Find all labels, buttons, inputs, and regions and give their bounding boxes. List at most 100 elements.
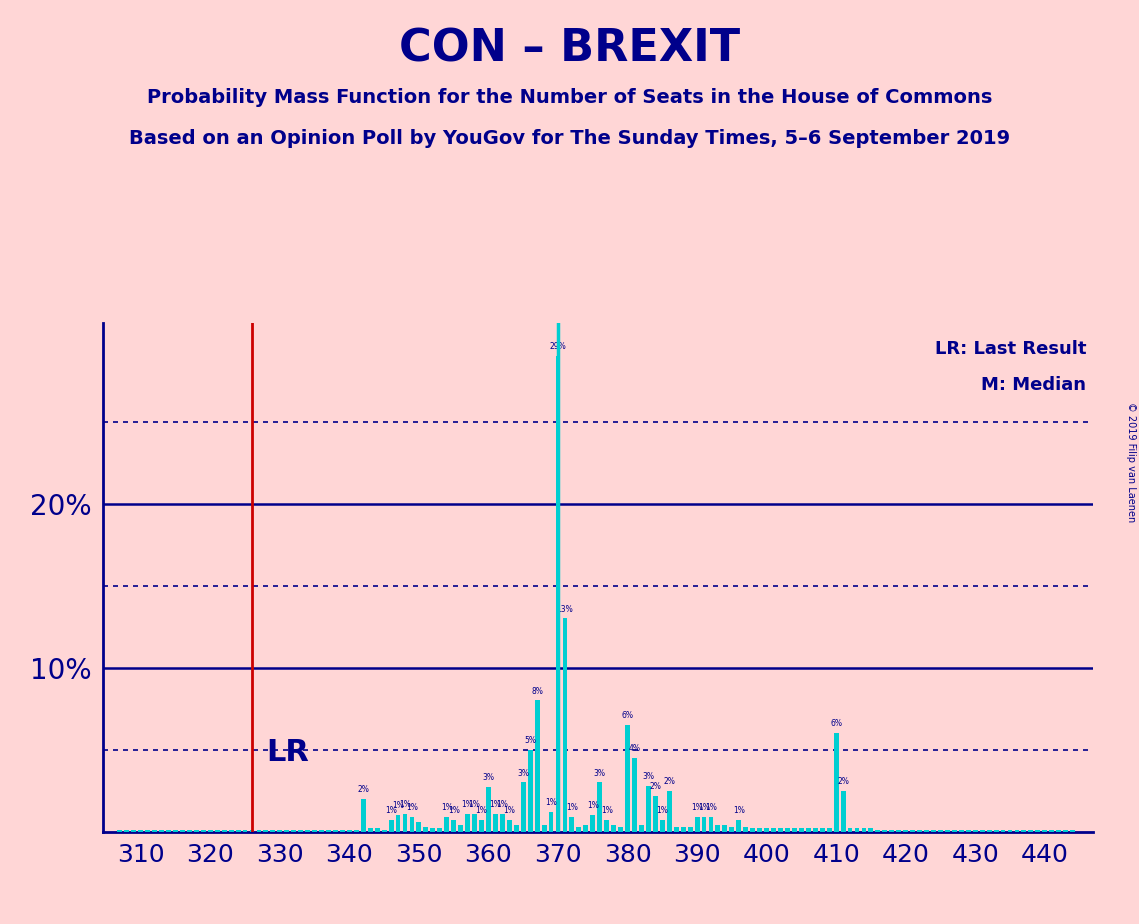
Bar [973,830,977,832]
Bar [792,828,797,832]
Bar [1042,830,1047,832]
Bar [597,783,603,832]
Bar [771,828,776,832]
Text: 1%: 1% [461,799,474,808]
Bar [451,821,456,832]
Text: 1%: 1% [566,803,577,812]
Text: 1%: 1% [476,807,487,815]
Bar [590,815,596,832]
Bar [757,828,762,832]
Bar [292,830,296,832]
Text: 1%: 1% [385,807,398,815]
Bar [424,827,428,832]
Bar [666,791,672,832]
Bar [820,828,825,832]
Bar [715,825,720,832]
Bar [194,830,199,832]
Text: 4%: 4% [629,744,640,753]
Bar [952,830,957,832]
Bar [827,828,831,832]
Bar [722,825,728,832]
Bar [285,830,289,832]
Bar [153,830,157,832]
Bar [653,796,658,832]
Bar [674,827,679,832]
Bar [1035,830,1040,832]
Bar [612,825,616,832]
Bar [249,830,254,832]
Bar [980,830,984,832]
Bar [570,817,574,832]
Bar [966,830,970,832]
Bar [834,734,838,832]
Bar [841,791,845,832]
Bar [263,830,269,832]
Bar [256,830,262,832]
Bar [319,830,323,832]
Bar [180,830,185,832]
Bar [542,825,547,832]
Bar [166,830,171,832]
Text: 1%: 1% [392,801,404,810]
Bar [861,828,867,832]
Text: © 2019 Filip van Laenen: © 2019 Filip van Laenen [1126,402,1136,522]
Bar [312,830,317,832]
Bar [444,817,449,832]
Bar [618,827,623,832]
Text: 29%: 29% [550,342,566,351]
Bar [1049,830,1055,832]
Bar [222,830,227,832]
Bar [583,825,588,832]
Bar [368,828,372,832]
Bar [890,830,894,832]
Bar [159,830,164,832]
Bar [187,830,191,832]
Bar [876,830,880,832]
Bar [354,830,359,832]
Bar [243,830,247,832]
Bar [778,828,782,832]
Text: 1%: 1% [656,807,669,815]
Bar [549,812,554,832]
Text: 1%: 1% [600,807,613,815]
Text: CON – BREXIT: CON – BREXIT [399,28,740,71]
Bar [173,830,178,832]
Bar [347,830,352,832]
Bar [945,830,950,832]
Bar [339,830,345,832]
Text: LR: LR [265,738,309,768]
Text: 2%: 2% [358,784,369,794]
Bar [917,830,923,832]
Bar [868,828,874,832]
Bar [146,830,150,832]
Bar [702,817,706,832]
Bar [375,828,379,832]
Bar [486,787,491,832]
Bar [910,830,915,832]
Text: 1%: 1% [468,799,481,808]
Bar [646,785,650,832]
Text: 6%: 6% [830,719,842,728]
Bar [695,817,699,832]
Bar [215,830,220,832]
Bar [744,827,748,832]
Bar [507,821,511,832]
Bar [993,830,999,832]
Text: 1%: 1% [441,803,452,812]
Bar [500,813,505,832]
Bar [1071,830,1075,832]
Bar [1063,830,1068,832]
Bar [986,830,992,832]
Text: 3%: 3% [593,769,606,777]
Bar [521,783,526,832]
Bar [639,825,644,832]
Bar [305,830,310,832]
Text: 1%: 1% [732,807,745,815]
Bar [563,618,567,832]
Bar [229,830,233,832]
Text: 2%: 2% [837,777,849,785]
Bar [465,813,470,832]
Bar [576,827,581,832]
Bar [395,815,401,832]
Text: 1%: 1% [503,807,515,815]
